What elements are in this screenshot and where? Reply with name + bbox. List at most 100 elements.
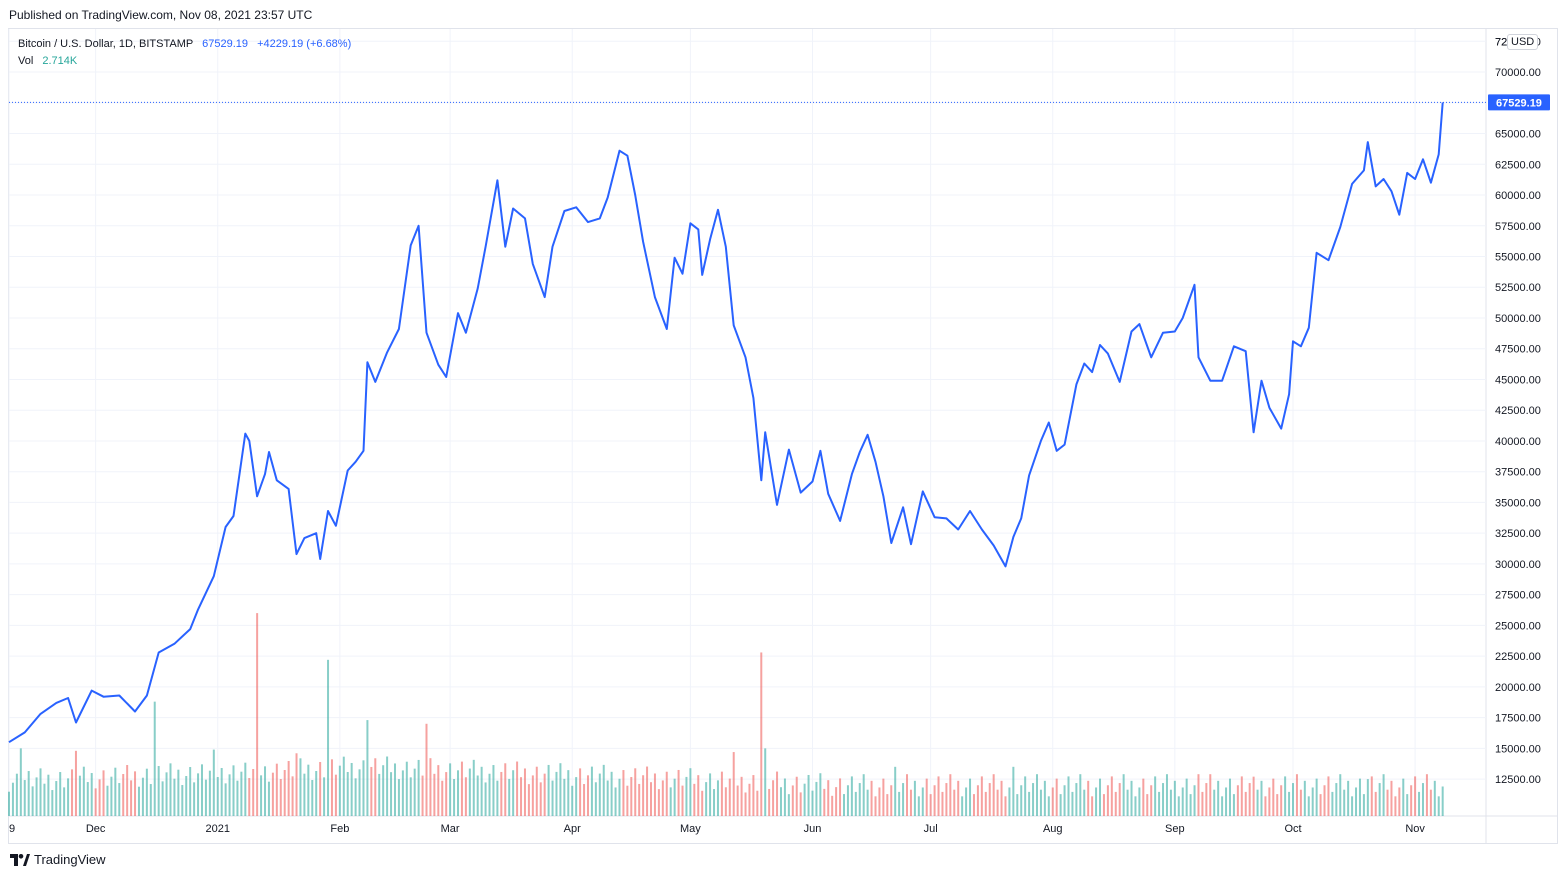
volume-bar <box>78 775 81 816</box>
volume-bar <box>299 758 302 816</box>
volume-bar <box>224 783 227 816</box>
volume-bar <box>567 770 570 816</box>
volume-bar <box>165 772 168 816</box>
volume-bar <box>177 769 180 816</box>
volume-bar <box>82 766 85 816</box>
volume-bar <box>665 771 668 816</box>
volume-bar <box>1012 766 1015 816</box>
volume-bar <box>1083 789 1086 816</box>
volume-bar <box>850 776 853 816</box>
volume-bar <box>315 771 318 816</box>
volume-bar <box>319 761 322 816</box>
volume-bar <box>1039 789 1042 816</box>
volume-bar <box>311 780 314 816</box>
volume-bar <box>795 776 798 816</box>
volume-bar <box>1008 787 1011 816</box>
volume-bar <box>256 613 259 816</box>
volume-bar <box>244 762 247 816</box>
volume-bar <box>1299 789 1302 816</box>
volume-bar <box>1095 787 1098 816</box>
volume-bar <box>642 775 645 816</box>
volume-bar <box>1303 780 1306 816</box>
volume-bar <box>468 768 471 816</box>
volume-bar <box>94 788 97 816</box>
footer-brand[interactable]: TradingView <box>10 852 106 867</box>
volume-bar <box>669 787 672 816</box>
currency-button[interactable]: USD <box>1507 34 1539 50</box>
volume-bar <box>1067 776 1070 816</box>
volume-bar <box>366 720 369 816</box>
volume-bar <box>378 773 381 816</box>
volume-bar <box>1020 785 1023 816</box>
volume-bar <box>839 778 842 816</box>
volume-bar <box>39 768 42 816</box>
volume-bar <box>417 759 420 816</box>
volume-bar <box>429 758 432 816</box>
volume-bar <box>1232 794 1235 816</box>
volume-bar <box>921 787 924 816</box>
volume-bar <box>1264 796 1267 816</box>
volume-bar <box>1228 778 1231 816</box>
volume-bar <box>902 783 905 816</box>
volume-bar <box>614 787 617 816</box>
volume-bar <box>334 774 337 816</box>
volume-bar <box>807 774 810 816</box>
y-tick-label: 32500.00 <box>1495 528 1541 540</box>
x-tick-label: Nov <box>1405 823 1425 835</box>
volume-bar <box>878 787 881 816</box>
volume-bar <box>724 787 727 816</box>
volume-bar <box>98 779 101 816</box>
volume-bar <box>1429 789 1432 816</box>
volume-bar <box>161 781 164 816</box>
volume-bar <box>1248 783 1251 816</box>
volume-bar <box>1162 783 1165 816</box>
volume-bar <box>965 787 968 816</box>
volume-bar <box>886 794 889 816</box>
volume-bar <box>1000 780 1003 816</box>
volume-bar <box>516 761 519 816</box>
volume-bar <box>941 791 944 816</box>
volume-bar <box>275 763 278 816</box>
volume-bar <box>185 776 188 816</box>
volume-bar <box>370 766 373 816</box>
volume-bar <box>74 750 77 816</box>
volume-bar <box>23 780 26 816</box>
volume-bar <box>102 770 105 816</box>
volume-bar <box>803 783 806 816</box>
volume-bar <box>799 792 802 816</box>
volume-bar <box>63 787 66 816</box>
x-tick-label: Jun <box>804 823 822 835</box>
volume-bar <box>980 776 983 816</box>
volume-bar <box>1193 785 1196 816</box>
volume-bar <box>1209 774 1212 816</box>
volume-bar <box>1201 791 1204 816</box>
volume-value: 2.714K <box>42 55 78 67</box>
volume-bar <box>1087 780 1090 816</box>
volume-bar <box>338 765 341 816</box>
volume-bar <box>35 777 38 816</box>
volume-bar <box>393 763 396 816</box>
footer-brand-label: TradingView <box>34 852 106 867</box>
volume-bar <box>1173 780 1176 816</box>
volume-bar <box>433 773 436 816</box>
volume-bar <box>1142 778 1145 816</box>
y-tick-label: 40000.00 <box>1495 436 1541 448</box>
volume-bar <box>1032 783 1035 816</box>
volume-bar <box>1047 796 1050 816</box>
volume-bar <box>681 785 684 816</box>
volume-bar <box>460 761 463 816</box>
volume-bar <box>1102 794 1105 816</box>
volume-bar <box>1134 796 1137 816</box>
volume-bar <box>1378 783 1381 816</box>
volume-bar <box>390 772 393 816</box>
y-tick-label: 22500.00 <box>1495 651 1541 663</box>
price-change-value: +4229.19 (+6.68%) <box>257 38 352 50</box>
volume-bar <box>1213 789 1216 816</box>
volume-bar <box>216 777 219 816</box>
volume-bar <box>1295 774 1298 816</box>
volume-bar <box>720 771 723 816</box>
volume-bar <box>736 785 739 816</box>
volume-bar <box>661 780 664 816</box>
volume-bar <box>122 774 125 816</box>
